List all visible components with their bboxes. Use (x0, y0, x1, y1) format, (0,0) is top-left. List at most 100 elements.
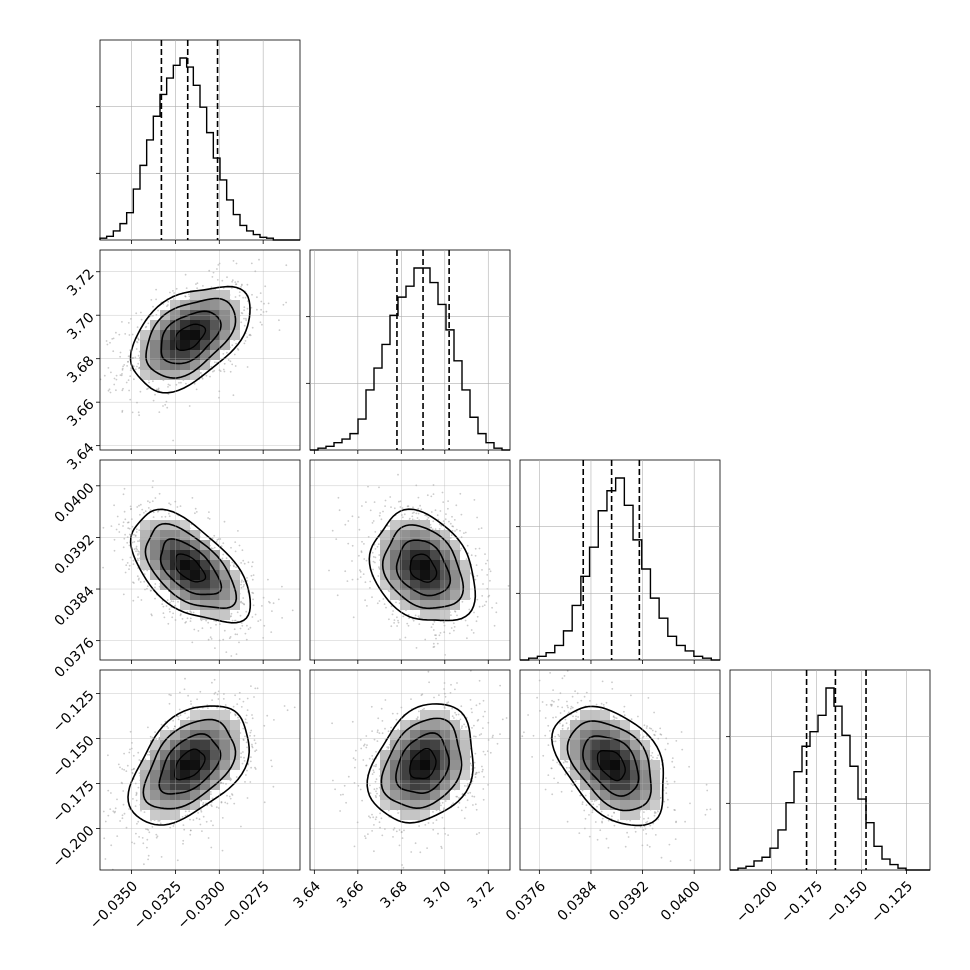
sample-point (455, 528, 458, 531)
density-cell (200, 330, 210, 340)
sample-point (110, 371, 112, 374)
sample-point (165, 605, 168, 607)
sample-point (478, 605, 481, 608)
sample-point (251, 561, 254, 564)
sample-point (346, 580, 349, 582)
sample-point (112, 337, 115, 340)
sample-point (131, 333, 134, 336)
sample-point (403, 513, 406, 516)
sample-point (240, 586, 243, 589)
sample-point (169, 826, 172, 829)
sample-point (464, 531, 467, 534)
sample-point (188, 295, 191, 298)
sample-point (151, 500, 154, 503)
density-cell (190, 540, 200, 550)
sample-point (158, 492, 161, 495)
sample-point (147, 829, 150, 831)
sample-point (467, 792, 469, 795)
sample-point (192, 819, 195, 821)
contour-2-0-0 (174, 553, 207, 583)
sample-point (291, 609, 294, 612)
sample-point (200, 809, 202, 811)
sample-point (224, 704, 227, 706)
sample-point (434, 509, 437, 512)
panel-frame-3-0 (99, 669, 301, 871)
sample-point (138, 414, 141, 417)
sample-point (167, 393, 170, 395)
sample-point (202, 815, 205, 818)
density-cell (150, 540, 160, 550)
sample-point (251, 714, 253, 716)
density-cell (170, 800, 180, 810)
sample-point (431, 528, 434, 531)
sample-point (147, 854, 150, 857)
sample-point (461, 600, 464, 603)
sample-point (430, 495, 433, 498)
sample-point (111, 338, 114, 340)
contour-3-0-1 (158, 733, 222, 795)
sample-point (267, 578, 269, 581)
sample-point (238, 698, 241, 700)
sample-point (399, 638, 401, 641)
sample-point (361, 505, 363, 507)
density-cell (140, 530, 150, 540)
sample-point (264, 285, 267, 288)
sample-point (122, 493, 125, 496)
sample-point (469, 572, 472, 575)
sample-point (242, 739, 245, 741)
density-cell (450, 590, 460, 600)
sample-point (166, 305, 168, 308)
sample-point (123, 487, 126, 490)
density-cell (410, 590, 420, 600)
sample-point (491, 606, 493, 609)
sample-point (155, 288, 158, 291)
sample-point (463, 532, 465, 534)
density-cell (400, 570, 410, 580)
sample-point (246, 300, 249, 302)
sample-point (108, 388, 111, 391)
sample-point (122, 790, 125, 792)
sample-point (259, 619, 262, 621)
sample-point (121, 369, 124, 371)
sample-point (232, 564, 235, 567)
density-cell (150, 800, 160, 810)
sample-point (115, 378, 118, 381)
density-cell (210, 330, 220, 340)
sample-point (412, 619, 415, 622)
sample-point (411, 515, 414, 518)
sample-point (364, 581, 367, 584)
density-cell (150, 340, 160, 350)
sample-point (359, 576, 362, 578)
sample-point (358, 554, 360, 557)
sample-point (146, 585, 149, 588)
sample-point (221, 279, 224, 282)
density-cell (210, 590, 220, 600)
density-cell (210, 750, 220, 760)
sample-point (191, 497, 194, 499)
density-cell (200, 560, 210, 570)
sample-point (125, 564, 128, 567)
sample-point (246, 709, 249, 711)
sample-point (407, 505, 410, 508)
sample-point (107, 389, 110, 392)
density-cell (390, 540, 400, 550)
density-cell (190, 320, 200, 330)
sample-point (360, 550, 363, 553)
sample-point (432, 520, 435, 523)
sample-point (246, 769, 248, 772)
sample-point (179, 505, 182, 507)
sample-point (347, 542, 350, 545)
sample-point (226, 276, 228, 279)
sample-point (227, 359, 230, 361)
sample-point (215, 541, 218, 543)
panel-3-1 (309, 669, 511, 871)
sample-point (137, 578, 140, 581)
sample-point (126, 541, 129, 544)
sample-point (200, 799, 203, 802)
sample-point (382, 598, 385, 600)
sample-point (378, 566, 380, 568)
density-cell (160, 790, 170, 800)
sample-point (378, 554, 381, 556)
sample-point (134, 368, 137, 371)
sample-point (121, 389, 124, 392)
